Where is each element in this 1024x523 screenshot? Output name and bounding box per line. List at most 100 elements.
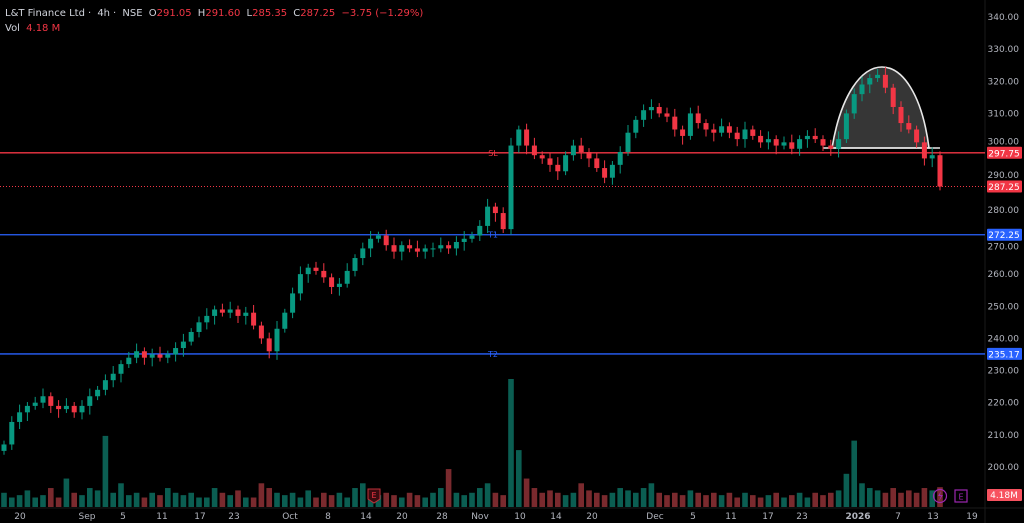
volume-bar [664, 495, 670, 507]
earnings-flag-icon [367, 488, 381, 504]
volume-bar [851, 440, 857, 507]
close-value: C287.25 [293, 8, 336, 19]
price-tick-label: 260.00 [988, 270, 1020, 280]
candle-body [282, 312, 288, 329]
volume-bar [55, 497, 62, 507]
volume-bar [227, 495, 233, 507]
candle-body [719, 126, 725, 133]
candle-body [836, 139, 842, 149]
earnings-marker-text: E [958, 493, 963, 502]
volume-bar [906, 490, 912, 507]
time-tick-label: 28 [436, 512, 448, 522]
price-tick-label: 210.00 [988, 431, 1020, 441]
volume-bar [344, 497, 350, 507]
candle-body [63, 405, 69, 410]
candle-body [461, 238, 467, 242]
volume-bar [867, 488, 873, 507]
volume-bar [601, 495, 608, 507]
volume-bar [835, 490, 842, 507]
volume-bar [812, 492, 818, 507]
volume-bar [726, 492, 733, 507]
volume-bar [305, 490, 311, 507]
symbol-name[interactable]: L&T Finance Ltd [5, 8, 85, 19]
candle-body [383, 235, 389, 246]
candle-body [570, 145, 576, 156]
volume-bar [360, 483, 366, 507]
dividend-marker[interactable] [932, 488, 948, 504]
volume-bar [352, 488, 358, 507]
candle-body [828, 145, 834, 149]
volume-bar [297, 497, 304, 507]
candle-body [258, 325, 264, 339]
candle-body [547, 158, 553, 165]
volume-bar [718, 495, 725, 507]
volume-bar [874, 490, 881, 507]
volume-bar [9, 497, 15, 507]
candle-body [165, 354, 171, 358]
candle-body [609, 164, 615, 178]
time-tick-label: 20 [396, 512, 408, 522]
candle-body [87, 396, 93, 406]
candle-body [235, 309, 241, 316]
candle-body [789, 142, 795, 149]
candle-body [680, 129, 686, 136]
candle-body [750, 129, 756, 136]
candle-body [492, 206, 498, 214]
candle-body [266, 338, 272, 352]
volume-bar [406, 492, 413, 507]
price-tick-label: 280.00 [988, 206, 1020, 216]
volume-bar [594, 492, 600, 507]
candle-body [188, 331, 194, 342]
time-tick-label: 14 [550, 512, 562, 522]
candle-body [290, 293, 296, 313]
time-tick-label: 13 [927, 512, 938, 522]
volume-bar [617, 488, 623, 507]
candle-body [102, 380, 108, 390]
candle-body [937, 155, 943, 187]
volume-bar [679, 495, 686, 507]
candle-body [672, 116, 678, 130]
volume-bar [414, 495, 421, 507]
candle-body [524, 129, 530, 146]
time-tick-label: Nov [471, 512, 489, 522]
volume-badge [987, 489, 1022, 501]
volume-bar [149, 492, 155, 507]
candle-body [906, 123, 912, 130]
level-label-sl: SL [488, 149, 498, 158]
candle-body [453, 241, 459, 249]
lightning-icon [932, 488, 948, 504]
volume-bar [438, 488, 444, 507]
candle-body [539, 155, 545, 159]
volume-bar [235, 490, 241, 507]
time-tick-label: 20 [586, 512, 598, 522]
candle-body [648, 106, 654, 111]
candle-body [24, 405, 30, 413]
volume-bar [219, 492, 226, 507]
time-tick-label: 7 [895, 512, 901, 522]
time-tick-label: 20 [14, 512, 26, 522]
candle-body [227, 309, 233, 313]
candle-body [399, 245, 405, 252]
interval[interactable]: 4h [97, 8, 111, 19]
volume-bar [757, 497, 764, 507]
candle-body [79, 405, 85, 413]
candle-body [297, 274, 303, 294]
earnings-marker-past[interactable]: E [367, 488, 381, 504]
time-tick-label: 17 [762, 512, 773, 522]
candle-body [32, 402, 38, 406]
price-tick-label: 320.00 [988, 77, 1020, 87]
candle-body [329, 277, 335, 287]
candle-body [929, 155, 935, 159]
volume-bar [672, 492, 678, 507]
open-value: O291.05 [148, 8, 192, 19]
earnings-marker-next[interactable]: E [954, 489, 968, 503]
candle-body [867, 78, 873, 85]
volume-bar [820, 495, 826, 507]
volume-bar [640, 488, 647, 507]
volume-bar [375, 495, 382, 507]
candle-body [141, 351, 147, 358]
candle-body [71, 405, 77, 413]
time-tick-label: 5 [120, 512, 126, 522]
price-tick-label: 230.00 [988, 367, 1020, 377]
